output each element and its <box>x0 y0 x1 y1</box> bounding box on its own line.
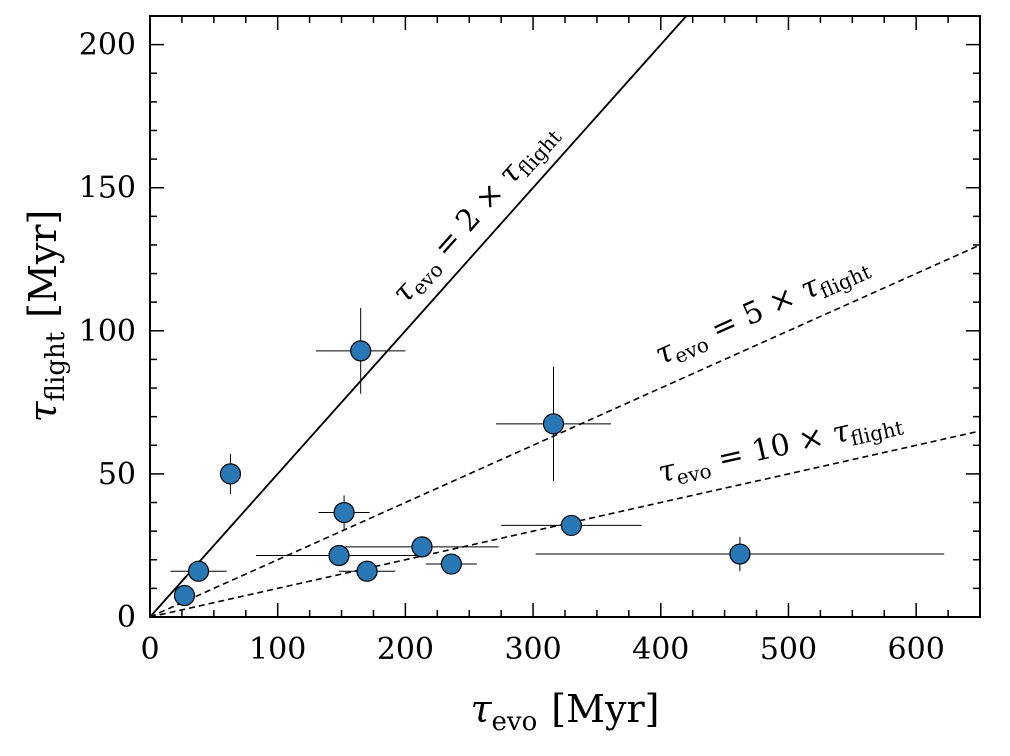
data-point-marker <box>440 553 462 575</box>
data-point-marker <box>560 514 582 537</box>
data-point <box>318 495 370 530</box>
tick-labels: 0 100 200 300 400 500 600 0 50 100 150 200 <box>79 28 945 667</box>
reference-line-label: τevo = 2 × τflight <box>385 116 566 312</box>
reference-line <box>150 16 688 617</box>
data-point <box>316 307 406 394</box>
data-point-marker <box>187 560 210 582</box>
label-middle: = 10 × <box>705 417 836 479</box>
y-axis-unit: [Myr] <box>21 210 65 318</box>
data-point-marker <box>542 413 565 435</box>
data-point-marker <box>333 501 355 524</box>
y-axis-symbol: τ <box>21 400 65 422</box>
data-point-marker <box>328 544 350 567</box>
data-point <box>219 453 242 494</box>
y-tick-label: 200 <box>79 28 136 63</box>
reference-line-label: τevo = 10 × τflight <box>655 402 906 493</box>
data-point-marker <box>219 463 242 485</box>
x-axis-subscript: evo <box>492 707 538 737</box>
data-point <box>535 536 945 572</box>
data-points <box>170 307 945 607</box>
label-left-subscript: evo <box>674 458 714 489</box>
y-axis-subscript: flight <box>41 331 71 401</box>
data-point <box>338 560 396 582</box>
x-tick-label: 100 <box>249 632 306 667</box>
x-tick-label: 200 <box>377 632 434 667</box>
x-tick-label: 500 <box>760 632 817 667</box>
data-point <box>501 514 642 537</box>
data-point <box>255 544 422 567</box>
data-point-marker <box>350 340 372 362</box>
data-point-marker <box>173 584 196 607</box>
y-tick-label: 100 <box>79 314 136 349</box>
x-tick-label: 300 <box>504 632 561 667</box>
data-point <box>170 560 227 582</box>
y-axis-label: τflight [Myr] <box>21 210 71 423</box>
x-axis-unit: [Myr] <box>551 687 659 731</box>
y-tick-label: 0 <box>117 600 136 635</box>
x-tick-label: 600 <box>888 632 945 667</box>
label-right-subscript: flight <box>848 415 905 450</box>
y-tick-label: 150 <box>79 171 136 206</box>
label-middle: = 2 × <box>420 168 518 272</box>
x-axis-symbol: τ <box>471 687 493 731</box>
y-tick-label: 50 <box>98 457 136 492</box>
data-point-marker <box>729 543 751 565</box>
plot-frame <box>149 15 981 618</box>
label-middle: = 5 × <box>697 275 809 351</box>
reference-line-label: τevo = 5 × τflight <box>650 247 875 376</box>
data-point-marker <box>356 560 378 582</box>
label-right-subscript: flight <box>513 125 567 181</box>
x-axis-label: τevo [Myr] <box>471 687 660 737</box>
x-tick-label: 400 <box>632 632 689 667</box>
data-point <box>425 553 477 575</box>
data-point <box>345 536 499 558</box>
data-point <box>496 366 611 482</box>
reference-line-labels: τevo = 2 × τflight τevo = 5 × τflight τevo… <box>385 116 906 493</box>
data-point-marker <box>411 536 433 558</box>
data-point <box>173 584 196 607</box>
x-tick-label: 0 <box>140 632 159 667</box>
